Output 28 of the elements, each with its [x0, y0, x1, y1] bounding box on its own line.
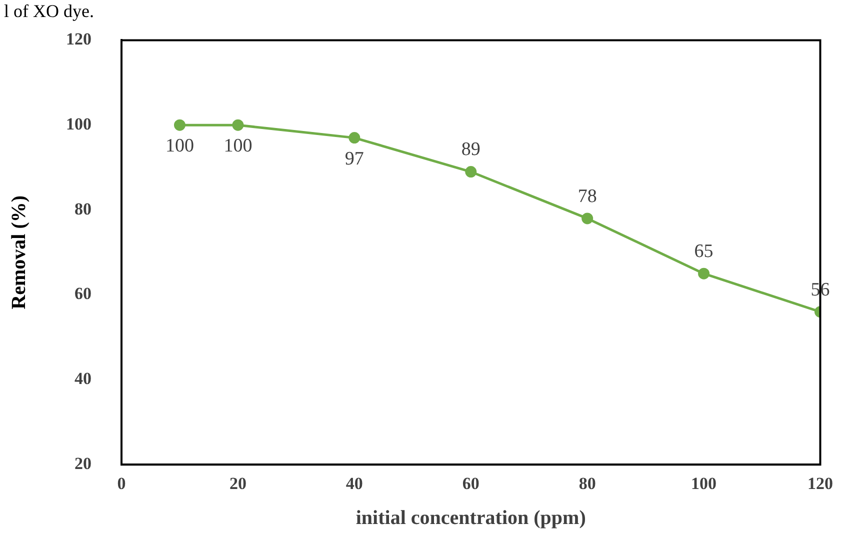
x-tick-label: 100 [691, 474, 717, 494]
data-label: 89 [461, 139, 480, 160]
x-axis-title: initial concentration (ppm) [356, 507, 586, 530]
x-tick-label: 80 [578, 474, 596, 494]
data-label: 78 [578, 186, 597, 207]
data-label: 97 [344, 148, 364, 170]
x-tick-label: 60 [462, 474, 480, 494]
point [582, 212, 594, 224]
point [174, 119, 186, 131]
data-label: 65 [694, 241, 714, 262]
y-axis-title: Removal (%) [8, 195, 30, 310]
x-tick-label: 20 [229, 474, 246, 494]
point [232, 119, 244, 131]
y-tick-label: 120 [66, 30, 92, 49]
point [698, 268, 710, 280]
y-tick-label: 100 [66, 114, 92, 134]
y-tick-label: 20 [74, 454, 92, 473]
x-tick-label: 40 [346, 474, 363, 494]
y-tick-label: 60 [74, 284, 92, 304]
data-label: 100 [165, 136, 194, 157]
y-tick-label: 40 [74, 369, 92, 388]
x-tick-label: 120 [808, 474, 833, 494]
data-label: 100 [224, 136, 252, 157]
x-tick-label: 0 [117, 474, 126, 494]
y-tick-label: 80 [74, 199, 92, 218]
text: l of XO dye. [4, 1, 94, 21]
point [348, 132, 360, 144]
point [465, 166, 477, 178]
